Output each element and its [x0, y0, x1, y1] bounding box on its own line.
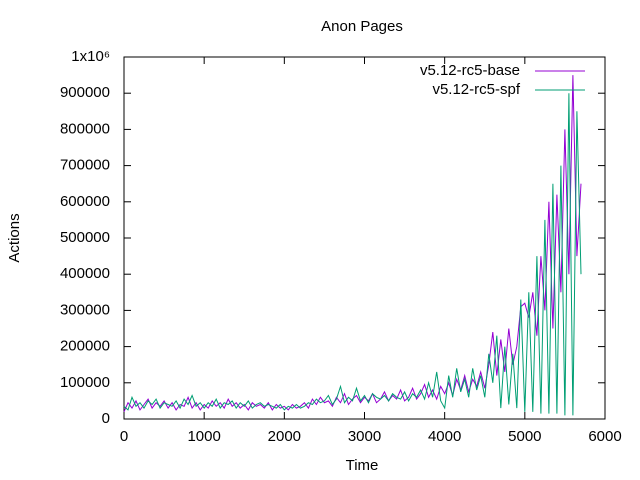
chart-title: Anon Pages [321, 18, 403, 35]
y-tick-label: 700000 [60, 157, 110, 174]
y-tick-label: 200000 [60, 338, 110, 355]
y-tick-label: 500000 [60, 229, 110, 246]
y-tick-label: 400000 [60, 265, 110, 282]
y-tick-label: 100000 [60, 374, 110, 391]
y-tick-label: 300000 [60, 301, 110, 318]
series-line [123, 75, 582, 413]
series-line [123, 93, 582, 416]
y-tick-label: 900000 [60, 84, 110, 101]
y-axis-label: Actions [6, 213, 23, 262]
plot-border [123, 56, 606, 420]
y-tick-label: 0 [102, 410, 110, 427]
y-tick-label: 600000 [60, 193, 110, 210]
x-tick-label: 4000 [428, 428, 461, 445]
x-tick-label: 6000 [588, 428, 621, 445]
y-tick-label: 1x10⁶ [71, 48, 110, 65]
x-tick-label: 2000 [268, 428, 301, 445]
y-tick-label: 800000 [60, 120, 110, 137]
x-tick-label: 1000 [187, 428, 220, 445]
legend-label: v5.12-rc5-base [420, 62, 520, 79]
x-tick-label: 0 [120, 428, 128, 445]
x-tick-label: 3000 [348, 428, 381, 445]
x-axis-label: Time [346, 457, 379, 474]
legend-label: v5.12-rc5-spf [432, 81, 520, 98]
x-tick-label: 5000 [508, 428, 541, 445]
